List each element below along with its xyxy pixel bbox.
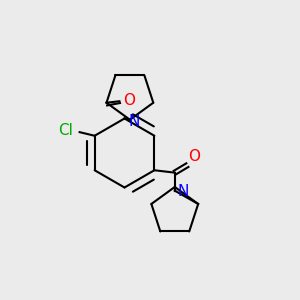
Text: O: O bbox=[124, 93, 136, 108]
Text: O: O bbox=[189, 149, 201, 164]
Text: N: N bbox=[128, 114, 140, 129]
Text: N: N bbox=[177, 184, 189, 199]
Text: Cl: Cl bbox=[58, 123, 73, 138]
